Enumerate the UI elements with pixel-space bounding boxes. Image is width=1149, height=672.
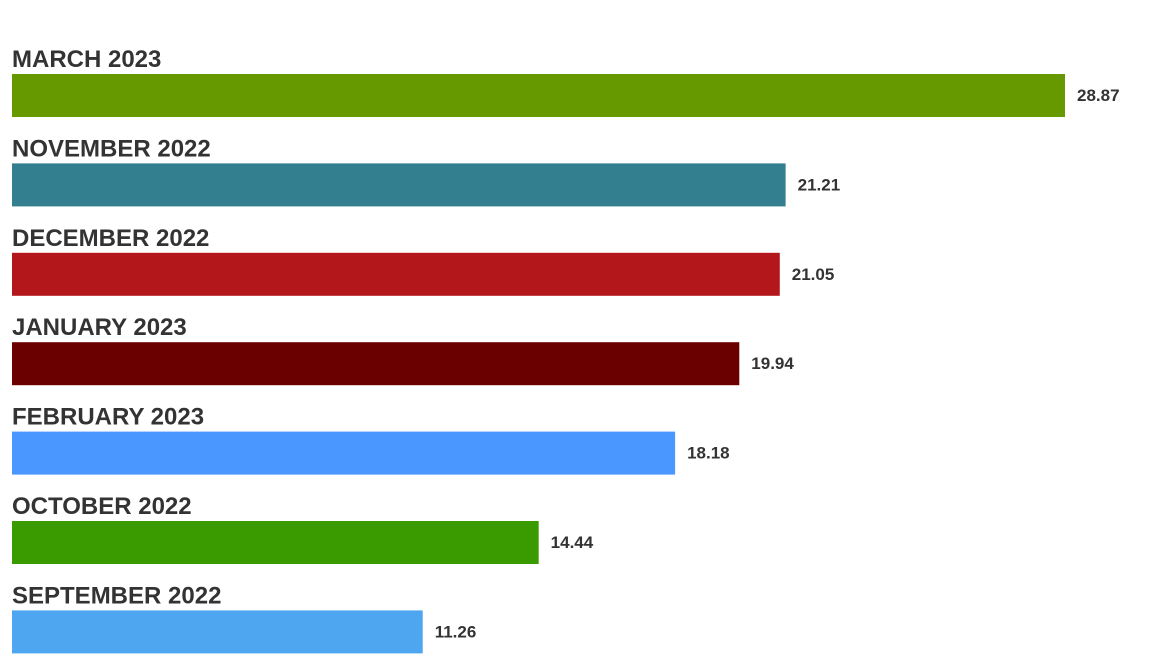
bar — [12, 431, 676, 475]
value-label: 18.18 — [687, 444, 730, 463]
value-label: 19.94 — [751, 354, 794, 373]
value-label: 28.87 — [1077, 86, 1120, 105]
bar — [12, 252, 780, 296]
bar — [12, 163, 786, 207]
value-label: 14.44 — [551, 533, 594, 552]
bar — [12, 342, 740, 386]
category-label: FEBRUARY 2023 — [12, 404, 204, 431]
bar — [12, 610, 423, 654]
value-label: 21.05 — [792, 265, 835, 284]
bar — [12, 74, 1065, 117]
value-label: 11.26 — [435, 622, 477, 641]
category-label: OCTOBER 2022 — [12, 493, 192, 520]
category-label: JANUARY 2023 — [12, 314, 187, 341]
category-label: NOVEMBER 2022 — [12, 135, 211, 162]
bar — [12, 521, 539, 564]
category-label: SEPTEMBER 2022 — [12, 582, 221, 609]
value-label: 21.21 — [798, 175, 841, 194]
category-label: DECEMBER 2022 — [12, 225, 209, 252]
category-label: MARCH 2023 — [12, 46, 161, 73]
